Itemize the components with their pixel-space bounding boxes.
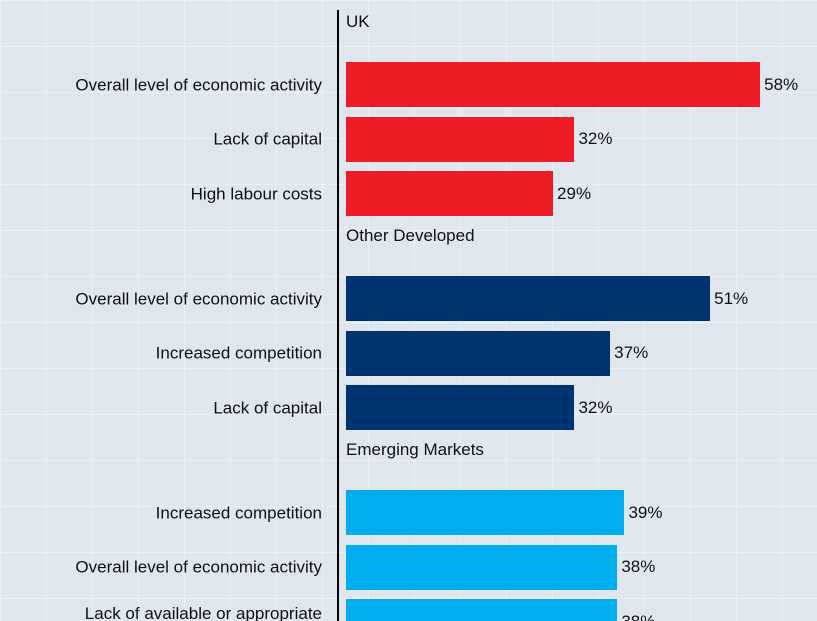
bar (346, 62, 761, 107)
value-label: 51% (714, 288, 749, 308)
value-label: 32% (578, 129, 613, 148)
category-label: Lack of capital (213, 398, 322, 417)
bar (346, 276, 711, 321)
value-label: 29% (557, 183, 592, 203)
value-label: 58% (764, 74, 799, 94)
group-title: UK (346, 12, 370, 31)
group-title: Emerging Markets (346, 440, 484, 459)
axis-line (337, 10, 339, 621)
value-label: 38% (621, 557, 656, 576)
category-label: High labour costs (190, 184, 322, 203)
value-label: 38% (621, 611, 656, 621)
bar (346, 171, 554, 216)
category-label: Increased competition (155, 503, 322, 522)
bar (346, 116, 575, 162)
value-label: 37% (614, 343, 649, 362)
category-label: Lack of capital (213, 129, 322, 149)
group-title: Other Developed (346, 226, 475, 245)
category-label: Overall level of economic activity (75, 557, 322, 577)
bar (346, 599, 618, 621)
value-label: 39% (628, 502, 663, 522)
bar (346, 544, 618, 590)
category-label: Overall level of economic activity (75, 75, 322, 94)
bar (346, 385, 575, 430)
value-label: 32% (578, 397, 613, 417)
category-label: Lack of available or appropriate human r… (84, 603, 322, 621)
bar (346, 490, 625, 535)
category-label: Increased competition (155, 343, 322, 363)
bar (346, 330, 611, 376)
category-label: Overall level of economic activity (75, 289, 322, 308)
